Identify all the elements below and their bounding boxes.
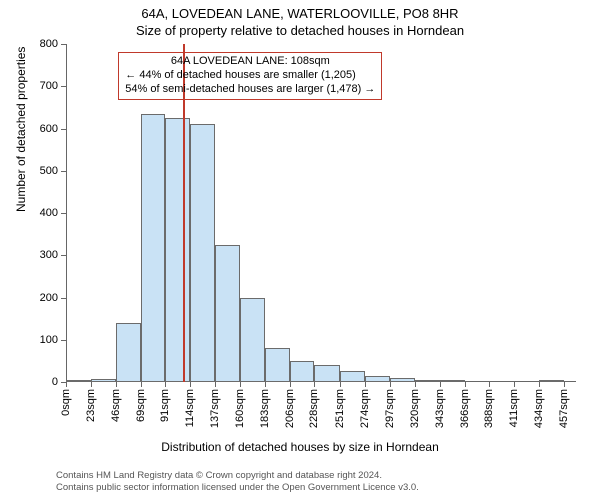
x-tick (390, 382, 391, 387)
x-tick-label: 388sqm (483, 389, 495, 428)
y-tick-label: 700 (40, 80, 58, 92)
x-tick (415, 382, 416, 387)
x-tick-label: 228sqm (308, 389, 320, 428)
x-tick-label: 91sqm (159, 389, 171, 422)
x-tick (66, 382, 67, 387)
x-tick-label: 297sqm (384, 389, 396, 428)
x-tick-label: 343sqm (434, 389, 446, 428)
y-tick-label: 0 (52, 376, 58, 388)
x-tick (314, 382, 315, 387)
x-tick (190, 382, 191, 387)
histogram-bar (240, 298, 265, 383)
x-tick (489, 382, 490, 387)
chart-title-line1: 64A, LOVEDEAN LANE, WATERLOOVILLE, PO8 8… (0, 6, 600, 21)
histogram-bar (66, 380, 91, 382)
y-tick-label: 100 (40, 334, 58, 346)
histogram-bar (340, 371, 365, 382)
x-tick-label: 114sqm (184, 389, 196, 427)
x-tick (165, 382, 166, 387)
histogram-bar (539, 380, 564, 382)
annotation-box: 64A LOVEDEAN LANE: 108sqm← 44% of detach… (118, 52, 382, 99)
x-tick (539, 382, 540, 387)
histogram-bar (215, 245, 240, 382)
x-tick-label: 69sqm (135, 389, 147, 422)
histogram-bar (190, 124, 215, 382)
y-axis-title: Number of detached properties (14, 47, 28, 212)
y-tick-label: 500 (40, 165, 58, 177)
chart-container: { "title_line1": "64A, LOVEDEAN LANE, WA… (0, 0, 600, 500)
y-tick (61, 86, 66, 87)
y-tick (61, 129, 66, 130)
y-tick-label: 600 (40, 123, 58, 135)
histogram-bar (116, 323, 141, 382)
histogram-bar (314, 365, 339, 382)
histogram-bar (91, 379, 116, 382)
y-tick-label: 800 (40, 38, 58, 50)
x-tick (265, 382, 266, 387)
annotation-line: ← 44% of detached houses are smaller (1,… (125, 69, 375, 83)
x-tick (290, 382, 291, 387)
x-tick (240, 382, 241, 387)
histogram-bar (415, 380, 440, 382)
y-tick (61, 340, 66, 341)
x-tick-label: 137sqm (209, 389, 221, 428)
x-tick-label: 320sqm (409, 389, 421, 428)
x-tick-label: 251sqm (334, 389, 346, 428)
x-tick (365, 382, 366, 387)
histogram-bar (440, 380, 465, 382)
footer-attribution: Contains HM Land Registry data © Crown c… (56, 470, 419, 494)
histogram-bar (141, 114, 165, 382)
y-axis-line (66, 44, 67, 382)
histogram-bar (265, 348, 290, 382)
x-tick-label: 0sqm (60, 389, 72, 416)
x-tick (564, 382, 565, 387)
x-tick-label: 206sqm (284, 389, 296, 428)
y-tick (61, 213, 66, 214)
x-tick-label: 160sqm (234, 389, 246, 428)
footer-line2: Contains public sector information licen… (56, 482, 419, 494)
x-tick-label: 411sqm (508, 389, 520, 427)
x-tick (340, 382, 341, 387)
x-tick-label: 274sqm (359, 389, 371, 428)
x-tick (141, 382, 142, 387)
x-tick-label: 46sqm (110, 389, 122, 422)
x-axis-title: Distribution of detached houses by size … (0, 440, 600, 454)
y-tick (61, 298, 66, 299)
x-tick-label: 23sqm (85, 389, 97, 422)
x-tick (215, 382, 216, 387)
histogram-bar (365, 376, 390, 382)
x-tick-label: 183sqm (259, 389, 271, 428)
plot-area: 01002003004005006007008000sqm23sqm46sqm6… (66, 44, 576, 382)
y-tick (61, 44, 66, 45)
x-tick-label: 434sqm (533, 389, 545, 428)
y-tick-label: 300 (40, 249, 58, 261)
x-tick (91, 382, 92, 387)
y-tick (61, 255, 66, 256)
y-tick-label: 400 (40, 207, 58, 219)
y-tick (61, 171, 66, 172)
x-tick (116, 382, 117, 387)
histogram-bar (165, 118, 190, 382)
x-tick (514, 382, 515, 387)
annotation-line: 64A LOVEDEAN LANE: 108sqm (125, 55, 375, 69)
footer-line1: Contains HM Land Registry data © Crown c… (56, 470, 419, 482)
x-tick (465, 382, 466, 387)
chart-subtitle: Size of property relative to detached ho… (0, 23, 600, 38)
histogram-bar (390, 378, 415, 382)
x-tick-label: 366sqm (459, 389, 471, 428)
x-tick-label: 457sqm (558, 389, 570, 428)
y-tick-label: 200 (40, 292, 58, 304)
annotation-line: 54% of semi-detached houses are larger (… (125, 83, 375, 97)
histogram-bar (290, 361, 314, 382)
x-tick (440, 382, 441, 387)
